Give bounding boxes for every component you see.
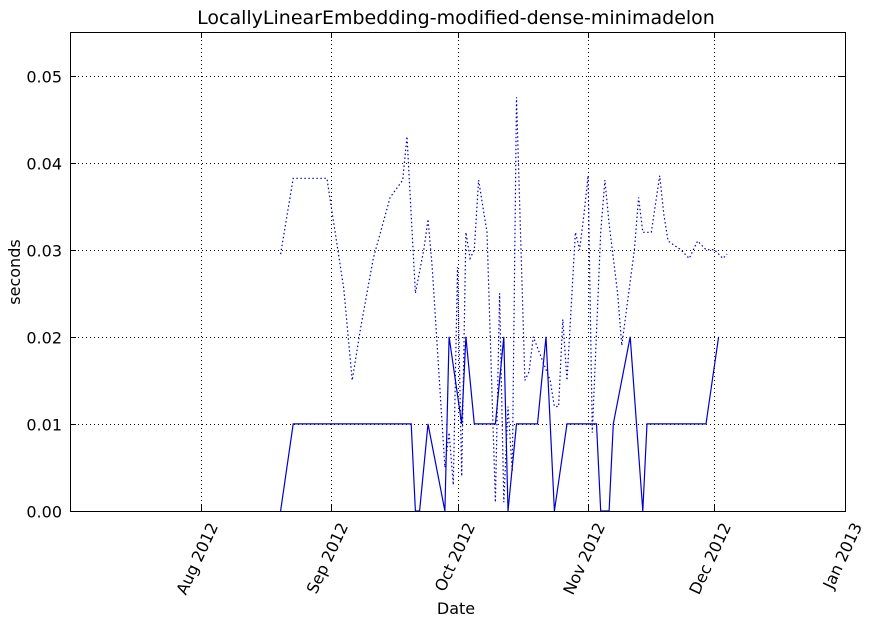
chart-title: LocallyLinearEmbedding-modified-dense-mi… <box>197 7 715 29</box>
x-tick-label-2: Oct 2012 <box>431 520 479 595</box>
x-tick-label-4: Dec 2012 <box>685 520 735 598</box>
y-tick-label-0: 0.00 <box>26 503 62 522</box>
series-line-dotted <box>280 97 728 503</box>
x-tick-label-3: Nov 2012 <box>559 520 609 598</box>
x-tick-label-1: Sep 2012 <box>303 520 352 597</box>
y-tick-label-4: 0.04 <box>26 155 62 174</box>
y-axis-label: seconds <box>5 239 24 304</box>
series-line-solid <box>280 336 720 511</box>
y-tick-label-3: 0.03 <box>26 242 62 261</box>
series-layer <box>280 97 728 511</box>
y-tick-label-1: 0.01 <box>26 416 62 435</box>
y-tick-label-5: 0.05 <box>26 68 62 87</box>
tick-layer: Aug 2012 Sep 2012 Oct 2012 Nov 2012 Dec 2012… <box>26 32 866 598</box>
y-tick-label-2: 0.02 <box>26 329 62 348</box>
x-axis-label: Date <box>437 599 475 618</box>
x-tick-label-0: Aug 2012 <box>172 520 222 598</box>
x-tick-label-5: Jan 2013 <box>819 520 866 593</box>
